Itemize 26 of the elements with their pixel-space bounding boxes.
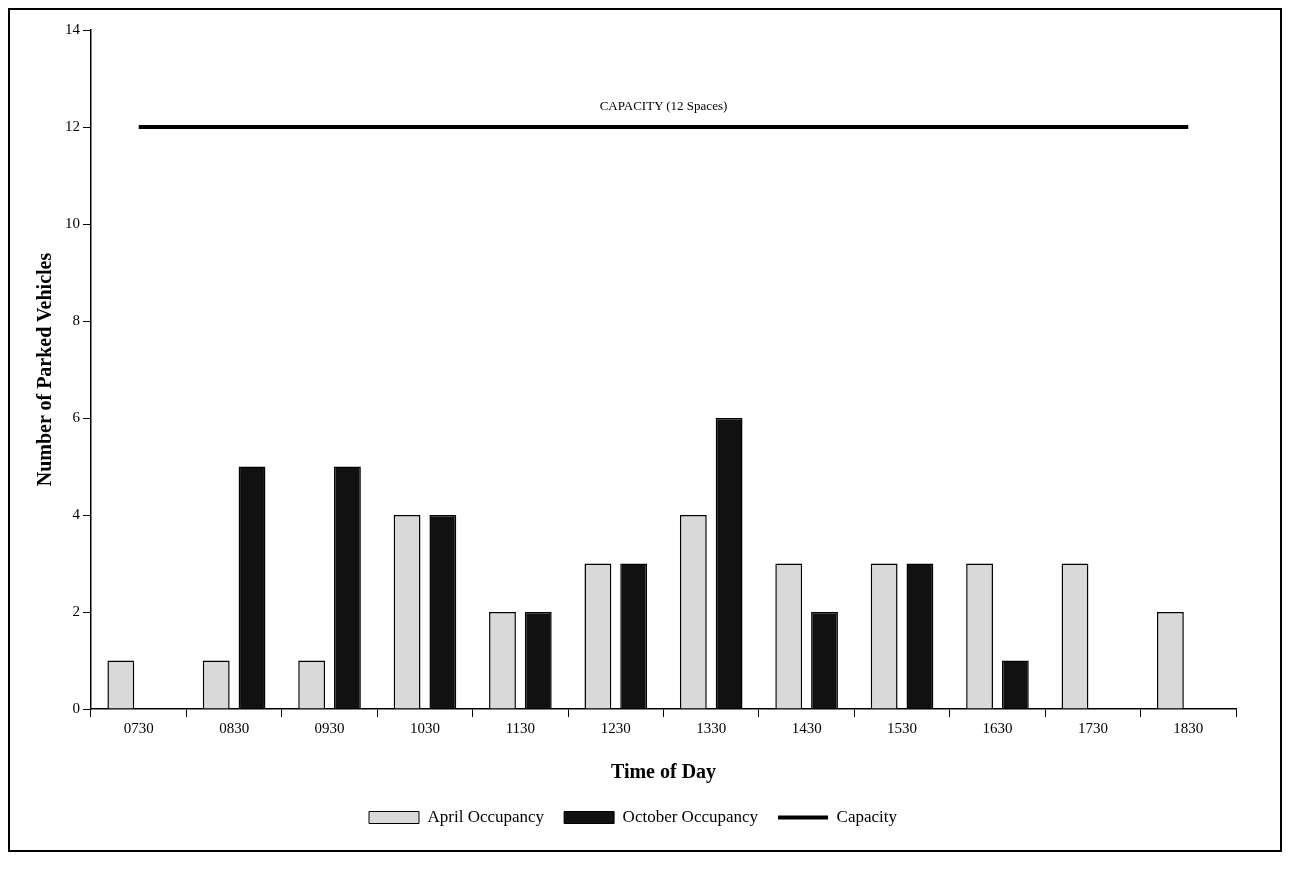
y-tick-label: 10 [65,214,80,231]
y-tick-label: 0 [72,699,80,716]
x-tick-label: 0930 [314,719,345,736]
x-tick-label: 1530 [887,719,918,736]
y-axis-title: Number of Parked Vehicles [33,252,56,487]
x-axis-title: Time of Day [610,760,717,784]
x-tick-label: 1330 [696,719,727,736]
y-tick-label: 6 [72,408,81,425]
x-tick-label: 1230 [600,719,631,736]
x-tick-label: 1030 [409,719,440,736]
legend-label: April Occupancy [427,806,545,826]
y-tick-label: 14 [65,20,81,37]
x-tick-label: 1830 [1173,719,1204,736]
y-tick-label: 12 [65,117,80,134]
y-tick-label: 8 [72,311,80,328]
y-tick-label: 4 [72,505,81,522]
annotation: CAPACITY (12 Spaces) [599,97,728,113]
legend-label: Capacity [836,806,898,826]
x-tick-label: 1430 [791,719,822,736]
x-tick-label: 1730 [1077,719,1108,736]
x-tick-label: 0830 [219,719,250,736]
y-tick-label: 2 [72,602,80,619]
x-tick-label: 1630 [982,719,1013,736]
x-tick-label: 0730 [123,719,154,736]
legend-label: October Occupancy [622,806,759,826]
x-tick-label: 1130 [505,719,536,736]
